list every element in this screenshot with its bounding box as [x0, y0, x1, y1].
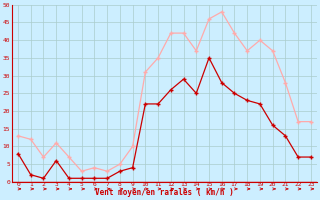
X-axis label: Vent moyen/en rafales ( km/h ): Vent moyen/en rafales ( km/h ) — [95, 188, 234, 197]
